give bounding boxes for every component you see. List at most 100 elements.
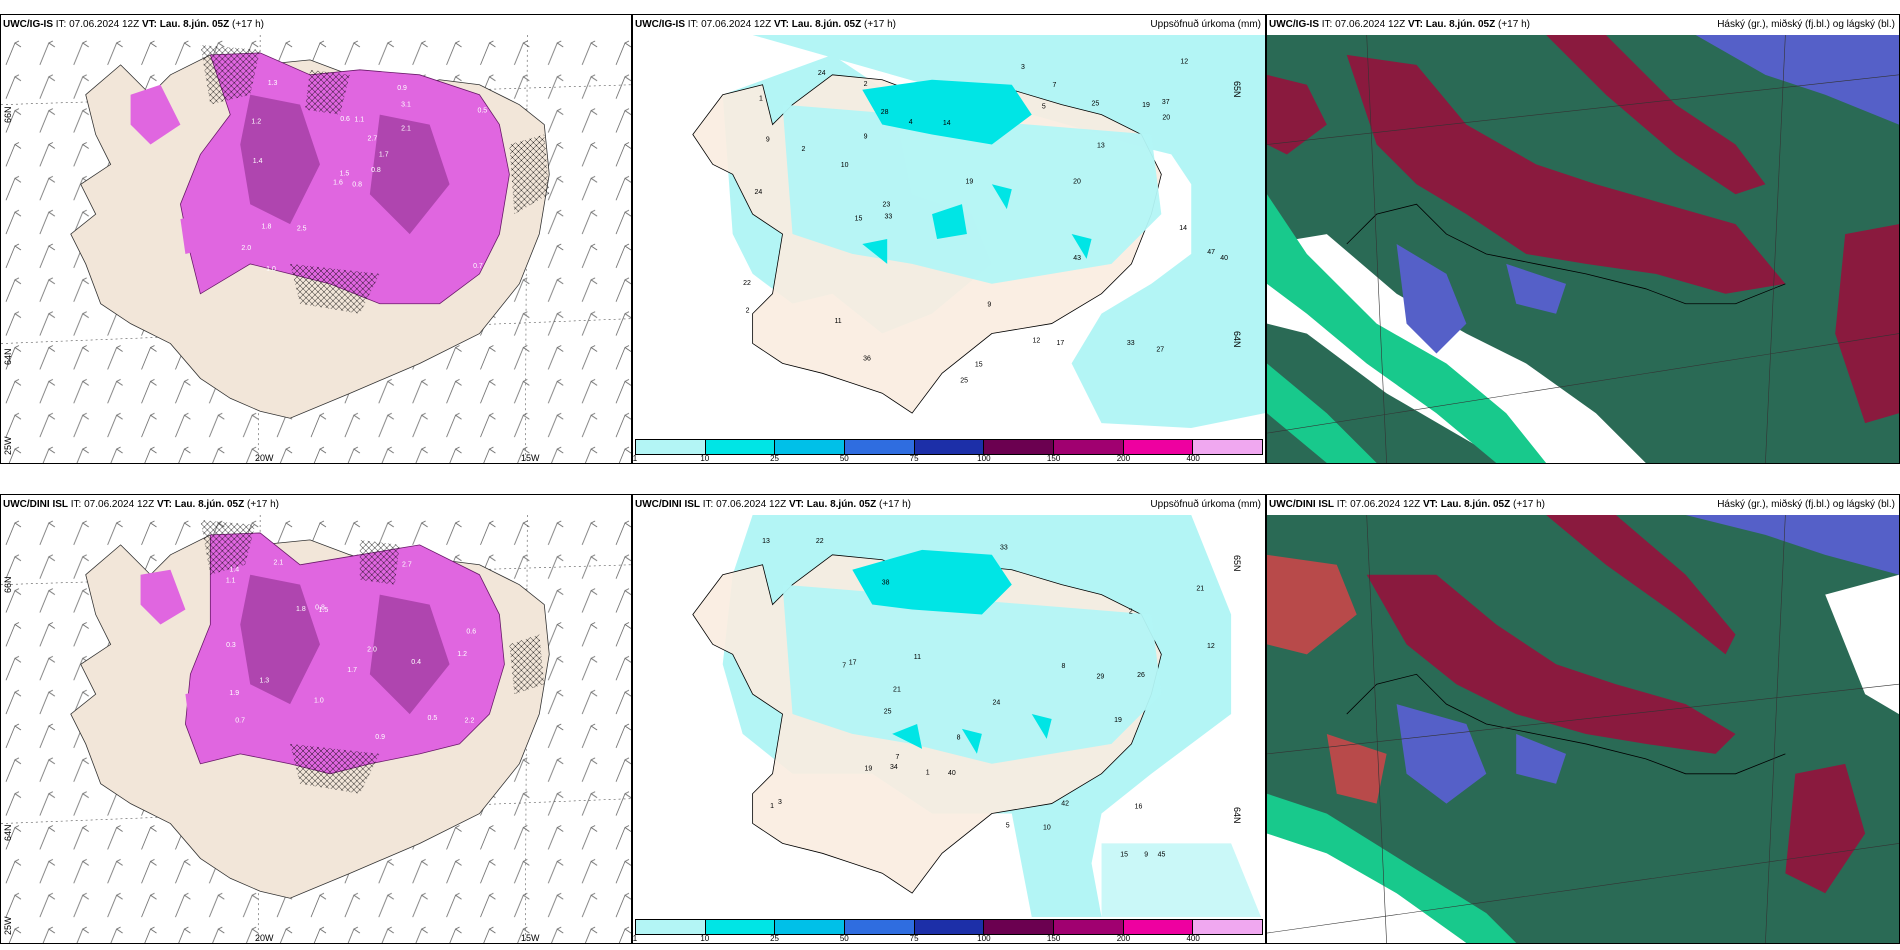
value-label: 1 (770, 803, 774, 810)
precip-area-se (1101, 843, 1262, 917)
coastline (1346, 203, 1786, 305)
value-label: 2.7 (402, 562, 412, 569)
value-label: 45 (1158, 851, 1166, 858)
tick: 50 (839, 454, 849, 463)
value-label: 1 (759, 96, 763, 103)
colorbar-swatch (984, 440, 1055, 454)
colorbar-swatch (1193, 440, 1263, 454)
lat-label-66n: 66N (3, 576, 13, 593)
panel-title: UWC/IG-IS IT: 07.06.2024 12Z VT: Lau. 8.… (1269, 19, 1530, 30)
mid-cloud-w (1267, 74, 1327, 155)
value-label: 1.7 (347, 667, 357, 674)
value-label: 12 (1207, 643, 1215, 650)
tick: 1 (632, 454, 638, 463)
value-label: 19 (1142, 102, 1150, 109)
tick: 400 (1186, 934, 1200, 943)
value-label: 2 (802, 146, 806, 153)
value-label: 2.7 (368, 136, 378, 143)
lon-label-15w: 15W (521, 453, 540, 463)
value-label: 12 (1180, 59, 1188, 66)
value-label: 9 (766, 136, 770, 143)
value-label: 20 (1073, 179, 1081, 186)
value-label: 0.7 (473, 263, 483, 270)
value-label: 3.1 (401, 101, 411, 108)
lat-label-64n: 64N (1232, 807, 1243, 824)
panel-top-right: UWC/IG-IS IT: 07.06.2024 12Z VT: Lau. 8.… (1266, 14, 1900, 464)
value-label: 19 (865, 766, 873, 773)
colorbar-swatches (635, 919, 1263, 935)
tick: 200 (1116, 454, 1131, 463)
value-label: 8 (1062, 663, 1066, 670)
colorbar-swatch (1193, 920, 1263, 934)
value-label: 2 (746, 307, 750, 314)
colorbar-swatch (775, 440, 846, 454)
value-label: 40 (948, 770, 956, 777)
value-label: 1.4 (229, 567, 239, 574)
map-accum-precip: 9 9 20 15 19 25 43 33 37 40 47 28 13 11 24 36 23 14 27 12 33… (633, 35, 1265, 437)
precip-area-over-land (782, 584, 1162, 764)
value-label: 12 (1033, 337, 1041, 344)
value-label: 15 (1120, 852, 1128, 859)
tick: 150 (1046, 934, 1061, 943)
value-label: 21 (1196, 586, 1204, 593)
tick: 150 (1046, 454, 1061, 463)
value-label: 7 (842, 663, 846, 670)
tick: 1 (632, 934, 638, 943)
colorbar-swatch (636, 440, 706, 454)
low-cloud-ne (1685, 515, 1899, 575)
colorbar-ticks: 1 10 25 50 75 100 150 200 400 (632, 934, 1263, 943)
tick: 50 (839, 934, 849, 943)
value-label: 2.5 (297, 225, 307, 232)
value-label: 7 (1052, 82, 1056, 89)
value-label: 23 (883, 202, 891, 209)
value-label: 1.8 (296, 606, 306, 613)
value-label: 2 (1129, 609, 1133, 616)
panel-title: UWC/DINI ISL IT: 07.06.2024 12Z VT: Lau.… (3, 499, 279, 510)
value-label: 1.4 (253, 158, 263, 165)
map-clouds (1267, 35, 1899, 463)
colorbar-swatch (636, 920, 706, 934)
precip-core (240, 574, 450, 715)
value-label: 11 (914, 654, 921, 661)
panel-title: UWC/IG-IS IT: 07.06.2024 12Z VT: Lau. 8.… (3, 19, 264, 30)
value-label: 1.1 (354, 117, 364, 124)
value-label: 16 (1135, 804, 1143, 811)
colorbar-swatch (1123, 920, 1194, 934)
value-label: 0.8 (371, 167, 381, 174)
value-label: 34 (890, 764, 898, 771)
precip-labels: 0.8 1.2 1.5 2.0 1.7 2.5 0.9 1.1 3.1 0.8 1.3 0.7 1.4 0… (241, 80, 487, 273)
colorbar-swatch (775, 920, 846, 934)
value-label: 8 (957, 734, 961, 741)
value-label: 0.5 (428, 715, 438, 722)
low-cloud-patches (1396, 244, 1567, 354)
panel-title: UWC/IG-IS IT: 07.06.2024 12Z VT: Lau. 8.… (635, 19, 896, 30)
colorbar-swatch (914, 920, 985, 934)
tick: 10 (700, 454, 710, 463)
value-label: 21 (893, 686, 901, 693)
colorbar-swatch (984, 920, 1055, 934)
value-label: 1.2 (457, 651, 467, 658)
lon-label-25w: 25W (3, 436, 13, 455)
mid-cloud-band-n (1546, 35, 1766, 195)
value-label: 3 (1021, 64, 1025, 71)
lat-label-65n: 65N (1232, 81, 1243, 98)
value-label: 3 (778, 799, 782, 806)
value-label: 7 (895, 754, 899, 761)
value-label: 0.9 (375, 734, 385, 741)
map-svg (1267, 35, 1899, 463)
map-wind-precip: 0.4 1.2 0.7 2.1 1.5 0.5 1.9 2.7 1.8 0.9 1.1 0.3 1.4 2… (1, 515, 631, 943)
tick: 100 (977, 934, 991, 943)
colorbar-swatch (1123, 440, 1194, 454)
green-band (1267, 793, 1517, 943)
value-label: 4 (909, 119, 913, 126)
value-label: 10 (841, 162, 849, 169)
lat-label-65n: 65N (1232, 555, 1243, 572)
tick: 75 (909, 454, 919, 463)
value-label: 0.8 (352, 181, 362, 188)
lat-label-66n: 66N (3, 106, 13, 123)
map-svg (1267, 515, 1899, 943)
colorbar: 1 10 25 50 75 100 150 200 400 (633, 437, 1265, 463)
value-label: 0.8 (315, 605, 325, 612)
